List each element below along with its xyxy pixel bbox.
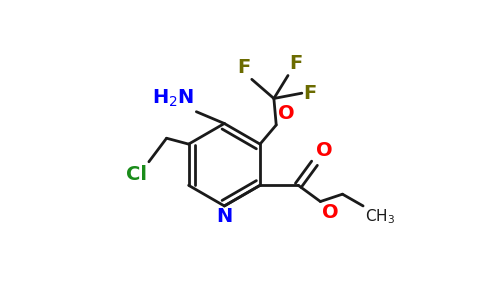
Text: F: F (289, 54, 302, 73)
Text: F: F (237, 58, 250, 77)
Text: F: F (303, 84, 317, 103)
Text: O: O (316, 141, 333, 160)
Text: CH$_3$: CH$_3$ (364, 207, 395, 226)
Text: N: N (216, 207, 232, 226)
Text: Cl: Cl (126, 165, 148, 184)
Text: H$_2$N: H$_2$N (152, 88, 194, 109)
Text: O: O (278, 104, 294, 124)
Text: O: O (322, 203, 338, 222)
